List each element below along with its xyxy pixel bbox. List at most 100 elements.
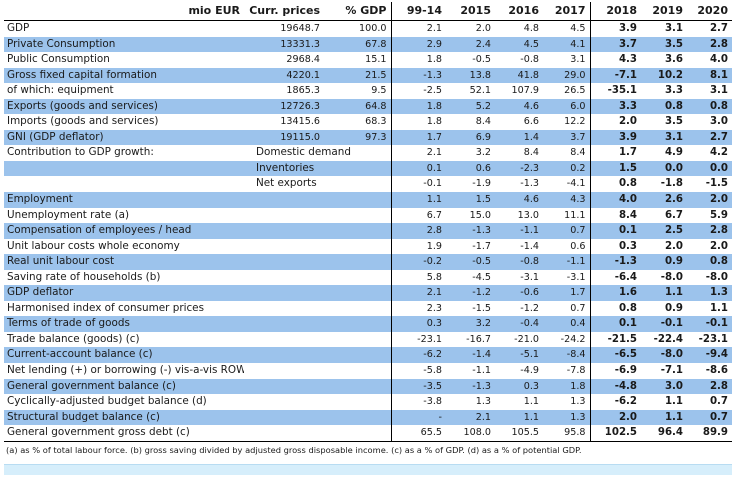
value-cell: -21.0 — [495, 331, 543, 348]
value-cell: -16.7 — [446, 331, 495, 348]
row-label: Structural budget balance (c) — [4, 409, 244, 426]
pct-gdp-cell — [324, 331, 391, 348]
value-cell: 8.4 — [495, 145, 543, 161]
table-row: Inventories 0.1 0.6 -2.3 0.2 1.5 0.0 0.0 — [4, 160, 732, 177]
value-cell: -9.4 — [687, 347, 732, 364]
pct-gdp-cell: 68.3 — [324, 114, 391, 130]
bottom-bar — [4, 464, 732, 475]
value-cell: -5.8 — [390, 363, 446, 379]
value-cell: -0.1 — [687, 316, 732, 332]
value-cell: 5.2 — [446, 98, 495, 115]
value-cell: -3.1 — [543, 269, 590, 286]
curr-prices-cell: 19115.0 — [244, 129, 324, 146]
value-cell: -0.1 — [390, 176, 446, 193]
curr-prices-cell — [244, 269, 324, 286]
value-cell: 2.0 — [589, 409, 641, 426]
value-cell: -23.1 — [687, 331, 732, 348]
value-cell: 2.4 — [446, 36, 495, 53]
curr-prices-cell: 13331.3 — [244, 36, 324, 53]
value-cell: 8.4 — [589, 207, 641, 224]
value-cell: 3.5 — [641, 114, 687, 130]
row-label: Net lending (+) or borrowing (-) vis-a-v… — [4, 363, 244, 379]
value-cell: -1.3 — [446, 223, 495, 239]
table-row: GNI (GDP deflator) 19115.0 97.3 1.7 6.9 1.4 3.… — [4, 129, 732, 146]
table-row: Saving rate of households (b) 5.8 -4.5 -3.1… — [4, 269, 732, 286]
value-cell: 4.0 — [589, 192, 641, 208]
value-cell: -0.8 — [495, 254, 543, 270]
value-cell: -7.1 — [589, 67, 641, 84]
value-cell: -7.1 — [641, 363, 687, 379]
row-sublabel: Net exports — [244, 176, 391, 193]
value-cell: 2.0 — [641, 238, 687, 255]
value-cell: 6.6 — [495, 114, 543, 130]
value-cell: 8.4 — [543, 145, 590, 161]
row-label: Unit labour costs whole economy — [4, 238, 244, 255]
value-cell: 2.0 — [589, 114, 641, 130]
header-year: 2015 — [446, 2, 495, 21]
value-cell: -23.1 — [390, 331, 446, 348]
footnote: (a) as % of total labour force. (b) gros… — [6, 445, 582, 455]
value-cell: -1.2 — [446, 285, 495, 301]
value-cell: 41.8 — [495, 67, 543, 84]
value-cell: 3.3 — [589, 98, 641, 115]
value-cell: -0.8 — [495, 52, 543, 68]
row-label — [4, 160, 244, 177]
value-cell: 52.1 — [446, 83, 495, 99]
value-cell: -6.9 — [589, 363, 641, 379]
value-cell: -1.1 — [495, 223, 543, 239]
value-cell: 13.0 — [495, 207, 543, 224]
header-year: 2016 — [495, 2, 543, 21]
value-cell: 2.7 — [687, 129, 732, 146]
pct-gdp-cell — [324, 300, 391, 317]
value-cell: 3.6 — [641, 52, 687, 68]
value-cell: 13.8 — [446, 67, 495, 84]
pct-gdp-cell — [324, 238, 391, 255]
value-cell: 96.4 — [641, 425, 687, 442]
row-label: General government balance (c) — [4, 378, 244, 395]
value-cell: -2.3 — [495, 160, 543, 177]
value-cell: 0.1 — [589, 223, 641, 239]
value-cell: 89.9 — [687, 425, 732, 442]
value-cell: -24.2 — [543, 331, 590, 348]
row-label: Cyclically-adjusted budget balance (d) — [4, 394, 244, 410]
value-cell: 3.1 — [543, 52, 590, 68]
value-cell: 1.1 — [641, 409, 687, 426]
value-cell: -1.3 — [589, 254, 641, 270]
header-curr-prices: Curr. prices — [244, 2, 324, 21]
pct-gdp-cell — [324, 316, 391, 332]
value-cell: 0.8 — [641, 98, 687, 115]
value-cell: 1.9 — [390, 238, 446, 255]
value-cell: 65.5 — [390, 425, 446, 442]
value-cell: 4.3 — [543, 192, 590, 208]
curr-prices-cell — [244, 300, 324, 317]
pct-gdp-cell — [324, 394, 391, 410]
table-row: Harmonised index of consumer prices 2.3 -1… — [4, 300, 732, 317]
header-unit-label: mio EUR — [4, 2, 244, 21]
value-cell: 3.9 — [589, 20, 641, 37]
curr-prices-cell — [244, 238, 324, 255]
curr-prices-cell: 13415.6 — [244, 114, 324, 130]
value-cell: -6.2 — [390, 347, 446, 364]
value-cell: 4.5 — [495, 36, 543, 53]
value-cell: 2.1 — [390, 285, 446, 301]
value-cell: 6.0 — [543, 98, 590, 115]
value-cell: 3.5 — [641, 36, 687, 53]
value-cell: 11.1 — [543, 207, 590, 224]
value-cell: -6.5 — [589, 347, 641, 364]
value-cell: 4.8 — [495, 20, 543, 37]
value-cell: -8.6 — [687, 363, 732, 379]
pct-gdp-cell — [324, 254, 391, 270]
value-cell: -0.1 — [641, 316, 687, 332]
value-cell: -0.6 — [495, 285, 543, 301]
curr-prices-cell — [244, 378, 324, 395]
value-cell: 0.6 — [446, 160, 495, 177]
curr-prices-cell — [244, 331, 324, 348]
row-label: Contribution to GDP growth: — [4, 145, 244, 161]
row-label: General government gross debt (c) — [4, 425, 244, 442]
table-header-row: mio EUR Curr. prices % GDP 99-14 2015 20… — [4, 2, 732, 21]
value-cell: 107.9 — [495, 83, 543, 99]
row-label: GDP deflator — [4, 285, 244, 301]
value-cell: -0.5 — [446, 254, 495, 270]
value-cell: 1.8 — [390, 98, 446, 115]
value-cell: 3.1 — [641, 129, 687, 146]
